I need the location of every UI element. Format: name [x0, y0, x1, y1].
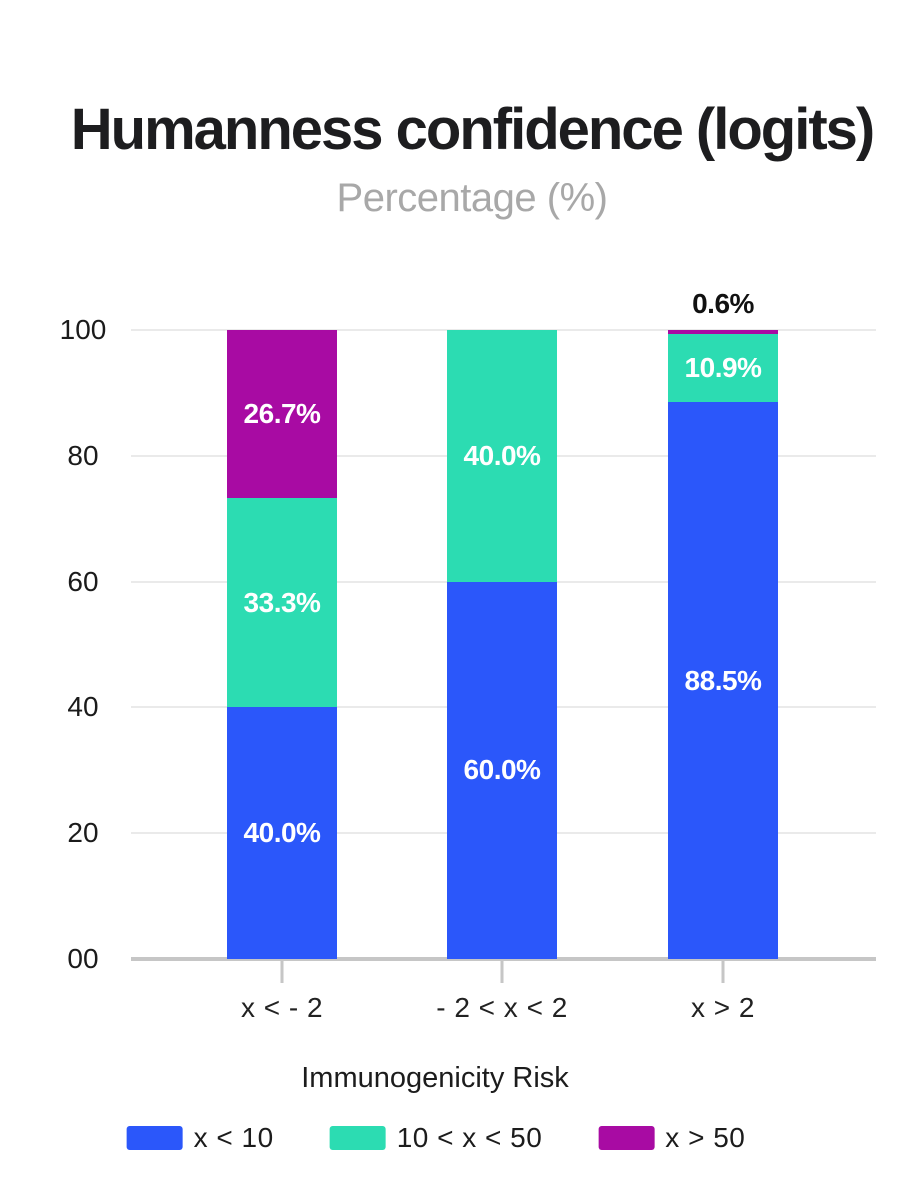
stacked-bar: 88.5% 10.9% — [668, 330, 778, 959]
bar-segment-label: 10.9% — [684, 352, 762, 384]
chart-title: Humanness confidence (logits) — [70, 97, 875, 162]
x-tick — [721, 961, 725, 983]
bar-segment-label: 26.7% — [243, 397, 321, 429]
bar-segment: 88.5% — [668, 402, 778, 959]
legend-swatch-teal — [329, 1126, 386, 1150]
bar-segment-label: 40.0% — [243, 817, 321, 849]
legend-swatch-blue — [126, 1126, 183, 1150]
bar-segment: 60.0% — [447, 581, 557, 959]
x-tick — [500, 961, 504, 983]
bar-segment-label: 60.0% — [463, 754, 541, 786]
bar-segment — [668, 330, 778, 334]
legend-label: x > 50 — [665, 1122, 746, 1153]
x-tick-label: x > 2 — [691, 992, 755, 1023]
gridline — [131, 329, 876, 331]
x-axis-line — [131, 957, 876, 961]
bar-segment-label: 88.5% — [684, 664, 762, 696]
legend-swatch-purple — [598, 1126, 655, 1150]
x-tick-label: - 2 < x < 2 — [436, 992, 568, 1023]
y-tick-label: 40 — [67, 691, 99, 723]
y-tick-label: 60 — [67, 565, 99, 597]
legend-item: x < 10 — [126, 1122, 274, 1154]
bar-segment: 10.9% — [668, 333, 778, 403]
bar-segment: 40.0% — [447, 330, 557, 582]
legend-item: x > 50 — [598, 1122, 745, 1154]
bar-segment-label: 40.0% — [463, 439, 541, 471]
y-tick-label: 20 — [67, 817, 99, 849]
legend: x < 10 10 < x < 50 x > 50 — [126, 1122, 746, 1154]
chart-subtitle: Percentage (%) — [336, 176, 608, 220]
x-tick-label: x < - 2 — [240, 992, 324, 1023]
x-tick — [280, 961, 284, 983]
stacked-bar: 40.0% 33.3% 26.7% — [227, 330, 337, 959]
y-tick-label: 100 — [59, 314, 107, 345]
bar-segment-label: 33.3% — [243, 586, 321, 618]
legend-label: 10 < x < 50 — [396, 1122, 543, 1153]
bar-segment: 33.3% — [227, 497, 337, 708]
bar-segment: 40.0% — [227, 707, 337, 959]
legend-label: x < 10 — [193, 1122, 274, 1153]
y-tick-label: 00 — [67, 943, 99, 974]
bar-segment: 26.7% — [227, 330, 337, 498]
x-axis-title: Immunogenicity Risk — [301, 1062, 569, 1094]
y-tick-label: 80 — [67, 439, 99, 471]
stacked-bar: 60.0% 40.0% — [447, 330, 557, 959]
legend-item: 10 < x < 50 — [329, 1122, 543, 1154]
bar-outside-label: 0.6% — [692, 288, 754, 319]
